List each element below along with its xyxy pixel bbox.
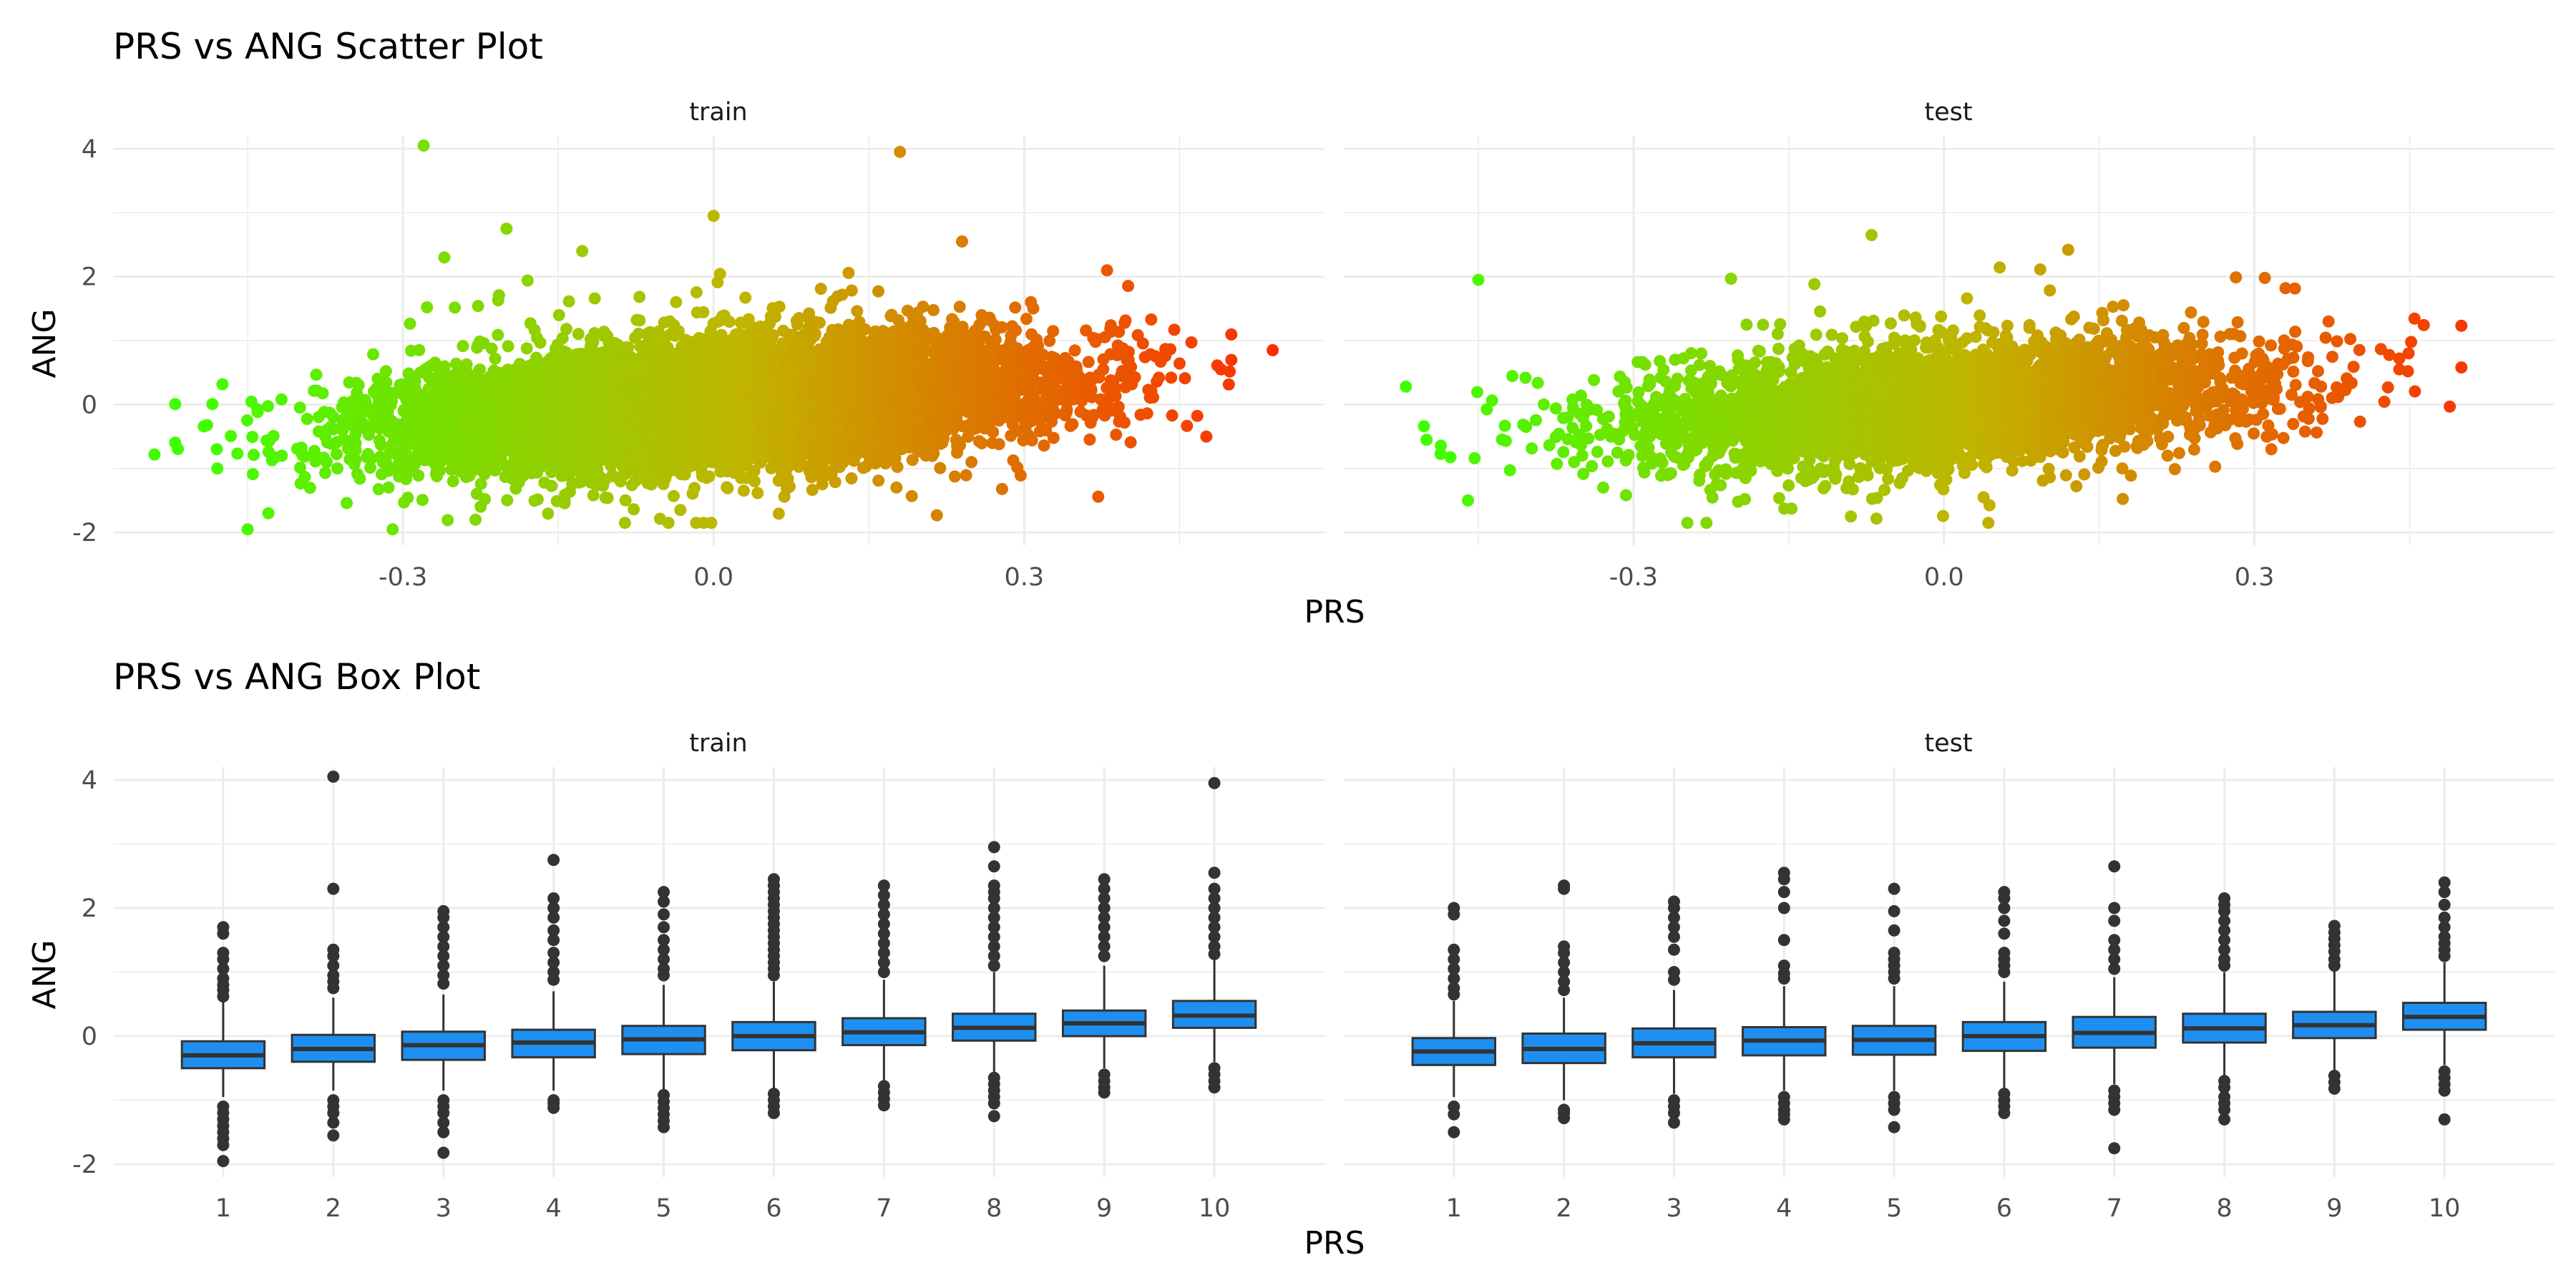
- scatter-plot: PRS vs ANG Scatter Plot train test -0.3 0…: [26, 26, 2555, 630]
- scatter-points-train: [148, 139, 1279, 536]
- scatter-point: [1112, 401, 1125, 413]
- scatter-point: [489, 352, 502, 365]
- scatter-point: [927, 303, 940, 316]
- scatter-point: [1005, 429, 1018, 442]
- scatter-point: [953, 301, 966, 313]
- scatter-point: [690, 286, 703, 298]
- scatter-point: [1145, 313, 1158, 326]
- scatter-point: [1043, 334, 1056, 347]
- scatter-point: [705, 517, 718, 530]
- scatter-point: [401, 492, 414, 504]
- scatter-strip-test: test: [1924, 98, 1972, 127]
- scatter-point: [690, 517, 703, 530]
- scatter-point: [331, 448, 343, 461]
- scatter-point: [576, 245, 589, 258]
- scatter-point: [1110, 429, 1123, 441]
- scatter-point: [502, 340, 514, 353]
- scatter-strip-train: train: [689, 98, 747, 127]
- scatter-point: [373, 434, 386, 447]
- scatter-point: [872, 285, 884, 298]
- scatter-point: [845, 284, 858, 297]
- scatter-point: [520, 342, 533, 355]
- scatter-point: [806, 484, 819, 497]
- scatter-point: [1020, 313, 1033, 326]
- scatter-point: [206, 398, 219, 411]
- scatter-point: [294, 477, 307, 490]
- scatter-point: [457, 340, 469, 353]
- scatter-point: [975, 437, 988, 449]
- scatter-point: [225, 429, 238, 442]
- scatter-point: [416, 494, 429, 507]
- scatter-point: [509, 482, 522, 495]
- scatter-point: [1185, 336, 1198, 348]
- scatter-point: [1165, 371, 1178, 384]
- scatter-point: [210, 443, 223, 456]
- scatter-point: [1166, 409, 1179, 422]
- scatter-point: [628, 503, 640, 516]
- scatter-point: [1047, 431, 1060, 444]
- scatter-point: [528, 494, 541, 507]
- scatter-point: [1047, 325, 1060, 338]
- scatter-point: [960, 469, 972, 482]
- scatter-point: [930, 509, 943, 522]
- scatter-point: [872, 474, 885, 487]
- scatter-point: [1068, 344, 1081, 357]
- scatter-point: [588, 292, 601, 305]
- scatter-point: [275, 393, 288, 406]
- scatter-point: [995, 482, 1008, 495]
- scatter-point: [472, 300, 484, 313]
- scatter-point: [739, 291, 752, 304]
- scatter-point: [1104, 319, 1117, 332]
- scatter-point: [814, 283, 827, 296]
- scatter-point: [751, 487, 764, 499]
- scatter-point: [542, 507, 555, 520]
- scatter-point: [1191, 409, 1204, 422]
- scatter-point: [474, 477, 487, 490]
- scatter-point: [1122, 280, 1135, 293]
- scatter-point: [691, 306, 703, 319]
- scatter-point: [1118, 416, 1131, 429]
- scatter-point: [1124, 436, 1137, 449]
- scatter-point: [572, 328, 585, 341]
- scatter-point: [1027, 302, 1040, 315]
- scatter-point: [1181, 419, 1194, 432]
- scatter-point: [492, 328, 504, 341]
- scatter-point: [619, 494, 632, 507]
- scatter-point: [906, 454, 919, 467]
- scatter-point: [240, 414, 253, 426]
- scatter-point: [379, 365, 392, 378]
- scatter-point: [599, 492, 612, 504]
- scatter-point: [686, 487, 699, 500]
- scatter-point: [957, 420, 970, 433]
- scatter-point: [343, 376, 356, 389]
- scatter-point: [362, 429, 375, 441]
- scatter-title: PRS vs ANG Scatter Plot: [113, 26, 543, 67]
- scatter-point: [341, 497, 353, 509]
- scatter-point: [319, 467, 331, 479]
- scatter-point: [1074, 405, 1087, 418]
- scatter-point: [538, 477, 551, 489]
- scatter-point: [301, 413, 313, 425]
- scatter-point: [842, 266, 855, 279]
- scatter-point: [1168, 323, 1181, 336]
- scatter-point: [449, 301, 462, 314]
- scatter-point: [674, 504, 687, 517]
- scatter-point: [331, 462, 343, 475]
- scatter-point: [367, 348, 379, 361]
- scatter-point: [501, 494, 514, 507]
- scatter-point: [947, 316, 960, 328]
- scatter-point: [353, 472, 366, 485]
- scatter-point: [303, 482, 316, 494]
